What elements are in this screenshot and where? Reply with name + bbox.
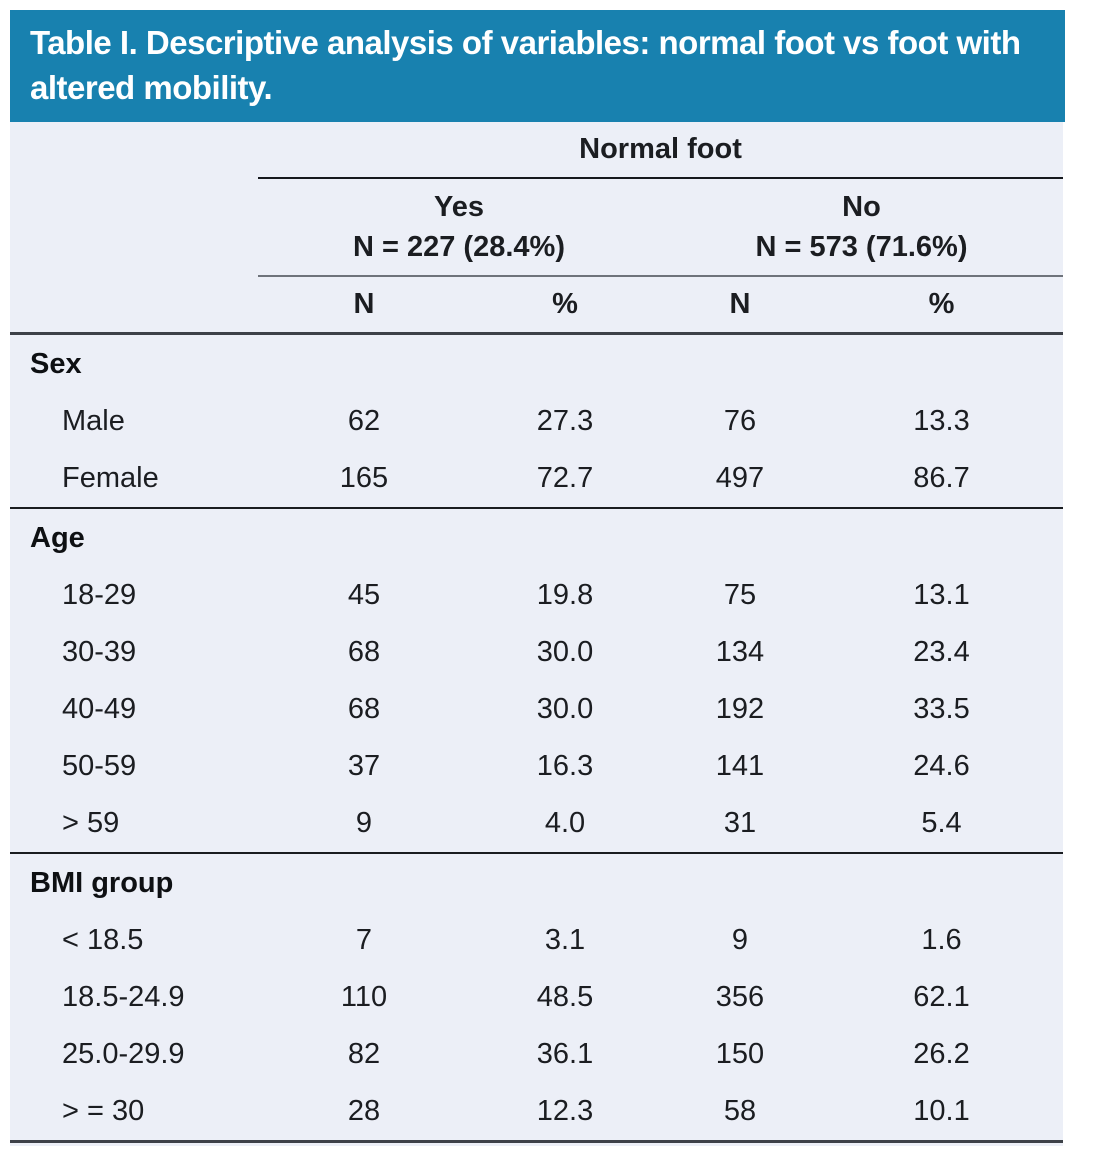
- cell-n-yes: 68: [347, 636, 381, 668]
- cell-n-no: 141: [715, 750, 765, 782]
- cell-n-yes: 9: [355, 807, 373, 839]
- section-header-sex: Sex: [10, 335, 1063, 393]
- cell-n-no: 150: [715, 1038, 765, 1070]
- row-label: Female: [62, 462, 159, 494]
- cell-pct-yes: 27.3: [536, 405, 594, 437]
- row-label: > = 30: [62, 1095, 145, 1127]
- subcolumn-n-no: N: [729, 288, 751, 320]
- divider-section: [10, 852, 1063, 854]
- cell-pct-no: 13.3: [913, 405, 970, 437]
- subcolumn-headers-row: N % N %: [10, 277, 1063, 332]
- table-row-30-plus: > = 30 28 12.3 58 10.1: [10, 1083, 1063, 1140]
- table-row-40-49: 40-49 68 30.0 192 33.5: [10, 681, 1063, 738]
- cell-n-yes: 45: [347, 579, 381, 611]
- cell-n-yes: 37: [347, 750, 381, 782]
- column-header-yes-sublabel: N = 227 (28.4%): [353, 231, 565, 263]
- section-header-bmi-group: BMI group: [10, 854, 1063, 912]
- table-row-over-59: > 59 9 4.0 31 5.4: [10, 795, 1063, 852]
- column-header-yes: Yes N = 227 (28.4%): [258, 187, 660, 267]
- section-label: BMI group: [30, 866, 174, 899]
- divider-under-group-header: [258, 177, 1063, 179]
- column-header-no: No N = 573 (71.6%): [660, 187, 1063, 267]
- table-title: Table I. Descriptive analysis of variabl…: [30, 24, 1021, 106]
- table-row-30-39: 30-39 68 30.0 134 23.4: [10, 624, 1063, 681]
- cell-pct-yes: 12.3: [536, 1095, 594, 1127]
- cell-n-yes: 7: [355, 924, 373, 956]
- cell-pct-yes: 16.3: [536, 750, 594, 782]
- table-row-25-0-29-9: 25.0-29.9 82 36.1 150 26.2: [10, 1026, 1063, 1083]
- cell-n-no: 76: [723, 405, 757, 437]
- row-label: 40-49: [62, 693, 137, 725]
- subcolumn-pct-yes: %: [552, 288, 578, 320]
- cell-n-yes: 82: [347, 1038, 381, 1070]
- divider-heavy-bottom: [10, 1140, 1063, 1143]
- cell-n-yes: 165: [339, 462, 389, 494]
- divider-under-column-headers: [258, 275, 1063, 277]
- cell-pct-no: 1.6: [921, 924, 962, 956]
- cell-pct-no: 33.5: [913, 693, 970, 725]
- cell-pct-yes: 36.1: [536, 1038, 594, 1070]
- table-row-18-5-24-9: 18.5-24.9 110 48.5 356 62.1: [10, 969, 1063, 1026]
- group-header-row: Normal foot: [10, 122, 1063, 177]
- cell-pct-yes: 4.0: [544, 807, 586, 839]
- table-row-male: Male 62 27.3 76 13.3: [10, 393, 1063, 450]
- row-label: 18-29: [62, 579, 137, 611]
- cell-pct-no: 86.7: [913, 462, 970, 494]
- column-header-no-sublabel: N = 573 (71.6%): [755, 231, 968, 263]
- cell-n-no: 31: [723, 807, 757, 839]
- table-row-female: Female 165 72.7 497 86.7: [10, 450, 1063, 507]
- cell-pct-yes: 48.5: [536, 981, 594, 1013]
- column-headers-row: Yes N = 227 (28.4%) No N = 573 (71.6%): [10, 179, 1063, 275]
- table-row-under-18-5: < 18.5 7 3.1 9 1.6: [10, 912, 1063, 969]
- cell-pct-yes: 30.0: [536, 636, 594, 668]
- cell-pct-yes: 30.0: [536, 693, 594, 725]
- cell-n-yes: 62: [347, 405, 381, 437]
- subcolumn-pct-no: %: [928, 288, 955, 320]
- cell-pct-no: 5.4: [921, 807, 962, 839]
- table-body: Normal foot Yes N = 227 (28.4%) No N = 5…: [10, 122, 1063, 1146]
- cell-pct-yes: 72.7: [536, 462, 594, 494]
- cell-n-yes: 110: [340, 981, 388, 1013]
- row-label: < 18.5: [62, 924, 144, 956]
- cell-n-no: 497: [715, 462, 765, 494]
- table-title-bar: Table I. Descriptive analysis of variabl…: [10, 10, 1065, 122]
- cell-pct-yes: 19.8: [536, 579, 594, 611]
- cell-n-yes: 68: [347, 693, 381, 725]
- cell-n-yes: 28: [347, 1095, 381, 1127]
- group-header: Normal foot: [579, 133, 742, 165]
- row-label: Male: [62, 405, 125, 437]
- row-label: 30-39: [62, 636, 137, 668]
- section-label: Age: [30, 521, 85, 554]
- section-header-age: Age: [10, 509, 1063, 567]
- table-row-18-29: 18-29 45 19.8 75 13.1: [10, 567, 1063, 624]
- row-label: 18.5-24.9: [62, 981, 185, 1013]
- cell-pct-no: 23.4: [913, 636, 970, 668]
- section-label: Sex: [30, 347, 82, 380]
- row-label: > 59: [62, 807, 120, 839]
- cell-pct-no: 24.6: [913, 750, 970, 782]
- subcolumn-n-yes: N: [353, 288, 375, 320]
- cell-n-no: 192: [715, 693, 765, 725]
- cell-n-no: 134: [715, 636, 765, 668]
- cell-n-no: 9: [731, 924, 749, 956]
- row-label: 50-59: [62, 750, 137, 782]
- row-label: 25.0-29.9: [62, 1038, 185, 1070]
- cell-pct-yes: 3.1: [544, 924, 586, 956]
- cell-pct-no: 62.1: [913, 981, 970, 1013]
- cell-pct-no: 26.2: [913, 1038, 970, 1070]
- cell-pct-no: 13.1: [913, 579, 970, 611]
- cell-n-no: 356: [715, 981, 765, 1013]
- divider-section: [10, 507, 1063, 509]
- cell-pct-no: 10.1: [913, 1095, 970, 1127]
- divider-heavy-top: [10, 332, 1063, 335]
- table-row-50-59: 50-59 37 16.3 141 24.6: [10, 738, 1063, 795]
- cell-n-no: 58: [723, 1095, 757, 1127]
- cell-n-no: 75: [723, 579, 757, 611]
- column-header-no-label: No: [842, 191, 881, 223]
- column-header-yes-label: Yes: [434, 191, 484, 223]
